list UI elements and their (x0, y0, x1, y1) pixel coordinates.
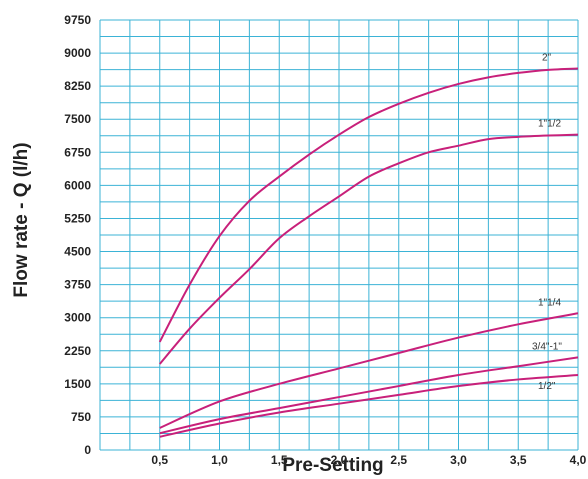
x-tick-label: 0,5 (151, 453, 168, 467)
y-tick-label: 4500 (64, 245, 91, 259)
y-tick-label: 6750 (64, 145, 91, 159)
series-label: 1"1/4 (538, 297, 561, 308)
series-line (158, 67, 579, 343)
x-axis-tick-labels: 0,5 1,0 1,5 2,0 2,5 3,0 3,5 4,0 (151, 453, 586, 467)
y-axis-tick-labels: 0 750 1500 2250 3000 3750 4500 5250 6000 6750 7500… (64, 13, 91, 457)
x-tick-label: 2,0 (331, 453, 348, 467)
series-line (159, 312, 579, 429)
series-line (159, 356, 579, 435)
y-tick-label: 7500 (64, 112, 91, 126)
series-line (159, 374, 579, 438)
x-axis-title: Pre-Setting (282, 455, 383, 476)
grid (99, 19, 579, 451)
y-axis-title: Flow rate - Q (l/h) (11, 142, 32, 297)
y-tick-label: 6000 (64, 178, 91, 192)
series-label: 1/2" (538, 381, 556, 392)
x-tick-label: 3,5 (510, 453, 527, 467)
y-tick-label: 1500 (64, 377, 91, 391)
series-label: 3/4"-1" (532, 341, 562, 352)
series-line (158, 133, 579, 365)
y-tick-label: 3750 (64, 278, 91, 292)
y-tick-label: 3000 (64, 311, 91, 325)
series-labels: 2" 1"1/2 1"1/4 3/4"-1" 1/2" (532, 53, 562, 393)
y-tick-label: 8250 (64, 79, 91, 93)
y-tick-label: 0 (84, 443, 91, 457)
y-tick-label: 9750 (64, 13, 91, 27)
y-tick-label: 750 (71, 410, 91, 424)
y-tick-label: 5250 (64, 211, 91, 225)
x-tick-label: 1,5 (271, 453, 288, 467)
x-tick-label: 4,0 (570, 453, 587, 467)
y-tick-label: 2250 (64, 344, 91, 358)
series-lines (158, 67, 579, 438)
x-tick-label: 1,0 (211, 453, 228, 467)
series-label: 1"1/2 (538, 119, 561, 130)
x-tick-label: 2,5 (390, 453, 407, 467)
x-tick-label: 3,0 (450, 453, 467, 467)
y-tick-label: 9000 (64, 46, 91, 60)
series-label: 2" (542, 53, 552, 64)
